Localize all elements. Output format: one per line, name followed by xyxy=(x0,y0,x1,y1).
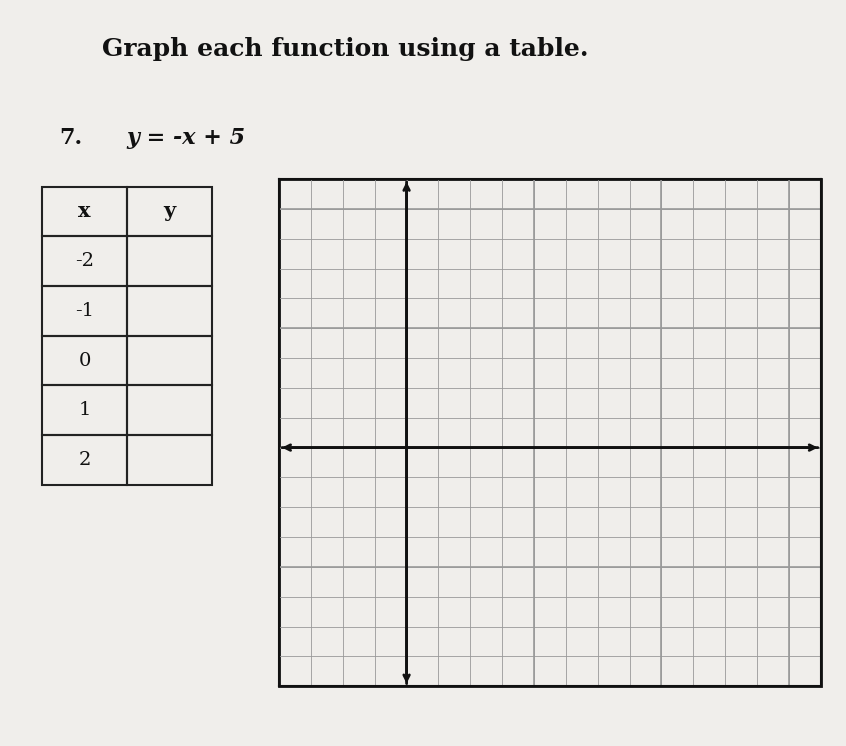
Bar xyxy=(127,236,212,286)
Bar xyxy=(127,286,212,336)
Bar xyxy=(42,286,127,336)
Text: x: x xyxy=(79,201,91,222)
Text: -1: -1 xyxy=(75,302,94,320)
Text: 2: 2 xyxy=(79,451,91,469)
Text: 7.: 7. xyxy=(59,127,82,148)
Text: 1: 1 xyxy=(79,401,91,419)
Bar xyxy=(127,186,212,236)
Text: y: y xyxy=(163,201,175,222)
Bar xyxy=(127,435,212,485)
Text: -2: -2 xyxy=(75,252,94,270)
Bar xyxy=(42,336,127,386)
Bar xyxy=(127,336,212,386)
Bar xyxy=(42,186,127,236)
Bar xyxy=(42,386,127,435)
Bar xyxy=(42,435,127,485)
Text: Graph each function using a table.: Graph each function using a table. xyxy=(102,37,588,61)
Text: y = -x + 5: y = -x + 5 xyxy=(127,127,246,148)
Bar xyxy=(42,236,127,286)
Text: 0: 0 xyxy=(79,351,91,369)
Bar xyxy=(127,386,212,435)
